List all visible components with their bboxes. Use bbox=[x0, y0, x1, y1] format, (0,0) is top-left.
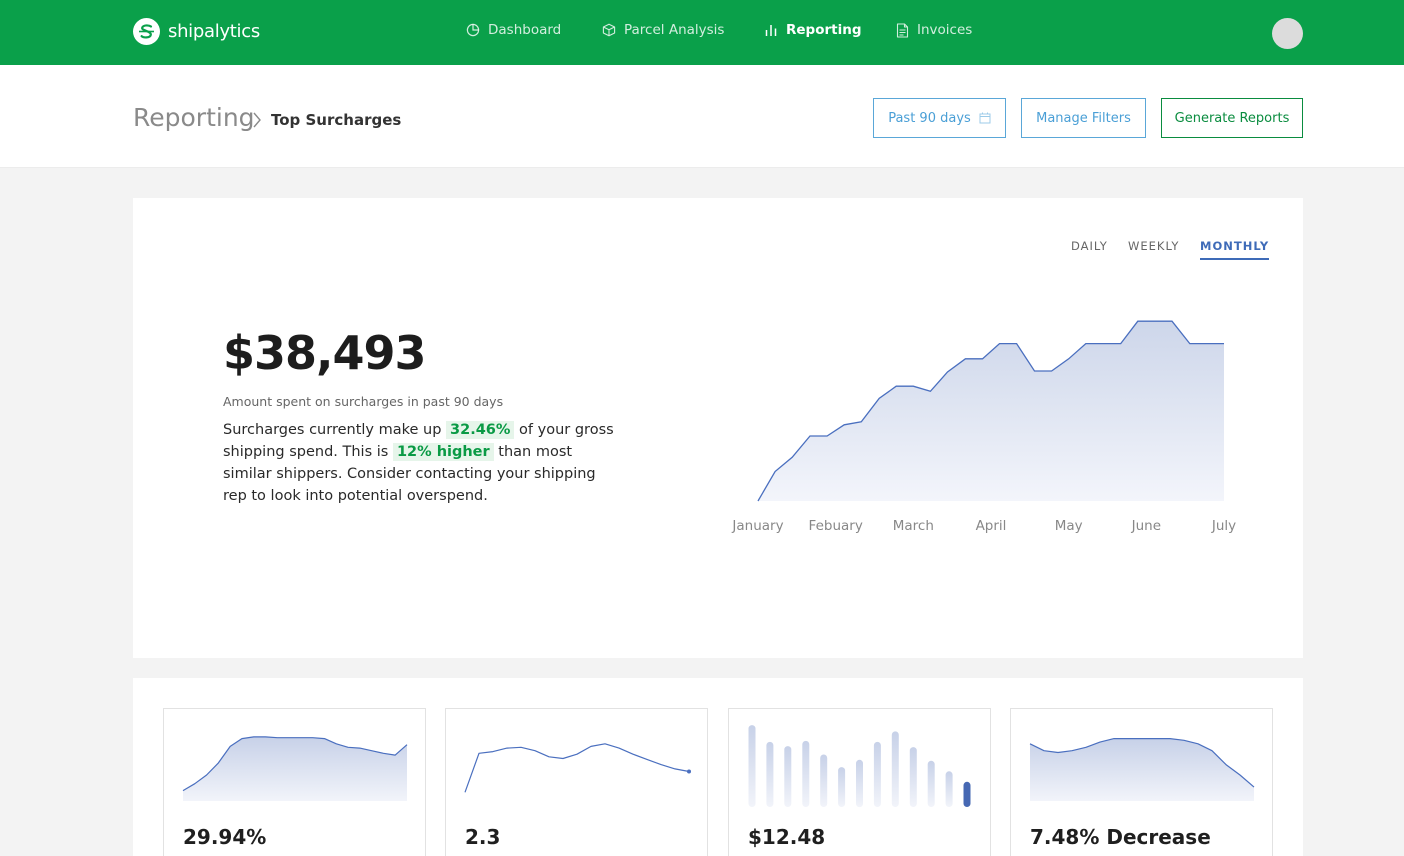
bar bbox=[784, 746, 792, 807]
insight-text-part: of your gross shipping spend. This is bbox=[223, 422, 614, 460]
chevron-right-icon bbox=[253, 112, 261, 128]
bar bbox=[909, 747, 917, 807]
comparison-highlight: 12% higher bbox=[392, 443, 494, 461]
metric-value: 2.3 bbox=[465, 825, 501, 849]
tab-weekly[interactable]: WEEKLY bbox=[1128, 239, 1180, 253]
metric-card[interactable]: 2.3 bbox=[445, 708, 708, 856]
sparkline-line bbox=[182, 736, 408, 792]
metric-sparkline bbox=[464, 743, 691, 793]
top-nav: shipalytics Dashboard Parcel Analysis Re… bbox=[0, 0, 1404, 65]
metric-sparkline bbox=[182, 736, 408, 801]
page-header: Reporting Top Surcharges Past 90 days Ma… bbox=[0, 65, 1404, 168]
metric-card[interactable]: 29.94% bbox=[163, 708, 426, 856]
shipalytics-logo-icon bbox=[133, 18, 160, 45]
bar bbox=[927, 760, 935, 807]
x-tick-label: May bbox=[1055, 518, 1083, 534]
bar bbox=[873, 741, 881, 807]
nav-parcel-analysis-label: Parcel Analysis bbox=[624, 22, 725, 38]
surcharge-insight-text: Surcharges currently make up 32.46% of y… bbox=[223, 419, 618, 507]
pie-chart-icon bbox=[466, 23, 480, 37]
date-range-label: Past 90 days bbox=[888, 110, 971, 126]
metric-value: $12.48 bbox=[748, 825, 826, 849]
x-tick-label: April bbox=[976, 518, 1007, 534]
metric-card[interactable]: $12.48 bbox=[728, 708, 991, 856]
sparkline-fill bbox=[183, 736, 407, 801]
package-icon bbox=[602, 23, 616, 37]
nav-dashboard[interactable]: Dashboard bbox=[466, 22, 561, 38]
bar bbox=[891, 731, 899, 807]
metric-sparkline bbox=[1029, 738, 1255, 801]
brand-name: shipalytics bbox=[168, 21, 260, 42]
nav-reporting-label: Reporting bbox=[786, 22, 862, 38]
bar-chart-icon bbox=[765, 25, 777, 36]
x-tick-label: July bbox=[1211, 518, 1236, 534]
x-tick-label: January bbox=[731, 518, 783, 534]
bar bbox=[766, 741, 774, 807]
brand[interactable]: shipalytics bbox=[133, 18, 260, 45]
manage-filters-button[interactable]: Manage Filters bbox=[1021, 98, 1146, 138]
document-icon bbox=[896, 22, 909, 38]
sparkline-line bbox=[464, 743, 690, 793]
date-range-button[interactable]: Past 90 days bbox=[873, 98, 1006, 138]
x-tick-label: Febuary bbox=[809, 518, 863, 534]
insight-text-part: than most similar shippers. Consider con… bbox=[223, 444, 596, 504]
chart-series-line bbox=[757, 320, 1224, 502]
metric-card[interactable]: 7.48% Decrease bbox=[1010, 708, 1273, 856]
user-avatar[interactable] bbox=[1272, 18, 1303, 49]
sparkline-line bbox=[1029, 738, 1255, 788]
bar bbox=[856, 759, 863, 808]
insight-text-part: Surcharges currently make up bbox=[223, 422, 447, 438]
nav-parcel-analysis[interactable]: Parcel Analysis bbox=[602, 22, 724, 38]
nav-dashboard-label: Dashboard bbox=[488, 22, 562, 38]
bar bbox=[820, 754, 828, 807]
breadcrumb-current: Top Surcharges bbox=[271, 111, 402, 129]
surcharge-amount: $38,493 bbox=[223, 326, 427, 380]
sparkline-fill bbox=[1030, 738, 1254, 801]
amount-caption: Amount spent on surcharges in past 90 da… bbox=[223, 394, 504, 409]
metric-value: 29.94% bbox=[183, 825, 267, 849]
generate-reports-button[interactable]: Generate Reports bbox=[1161, 98, 1303, 138]
chart-area-fill bbox=[758, 321, 1224, 501]
bar bbox=[945, 771, 953, 807]
nav-invoices-label: Invoices bbox=[917, 22, 973, 38]
metric-value: 7.48% Decrease bbox=[1030, 825, 1211, 849]
surcharge-trend-chart: January Febuary March April May June July bbox=[731, 320, 1236, 534]
nav-invoices[interactable]: Invoices bbox=[896, 22, 972, 38]
x-tick-label: June bbox=[1131, 518, 1161, 534]
surcharge-summary-card: DAILY WEEKLY MONTHLY $38,493 Amount spen… bbox=[133, 198, 1303, 658]
bar bbox=[802, 740, 810, 807]
sparkline-endpoint bbox=[687, 769, 691, 774]
metric-bar-chart bbox=[748, 725, 971, 808]
x-tick-label: March bbox=[893, 518, 934, 534]
calendar-icon bbox=[979, 112, 991, 124]
breadcrumb-root[interactable]: Reporting bbox=[133, 103, 255, 132]
bar-highlight bbox=[963, 781, 971, 807]
tab-monthly[interactable]: MONTHLY bbox=[1200, 239, 1270, 260]
bar bbox=[838, 767, 846, 807]
bar bbox=[748, 725, 756, 807]
metrics-card: 29.94% 2.3 $12.48 7.48% Decrease bbox=[133, 678, 1303, 856]
nav-reporting[interactable]: Reporting bbox=[764, 22, 862, 38]
tab-daily[interactable]: DAILY bbox=[1071, 239, 1108, 253]
surcharge-share-highlight: 32.46% bbox=[446, 421, 515, 439]
